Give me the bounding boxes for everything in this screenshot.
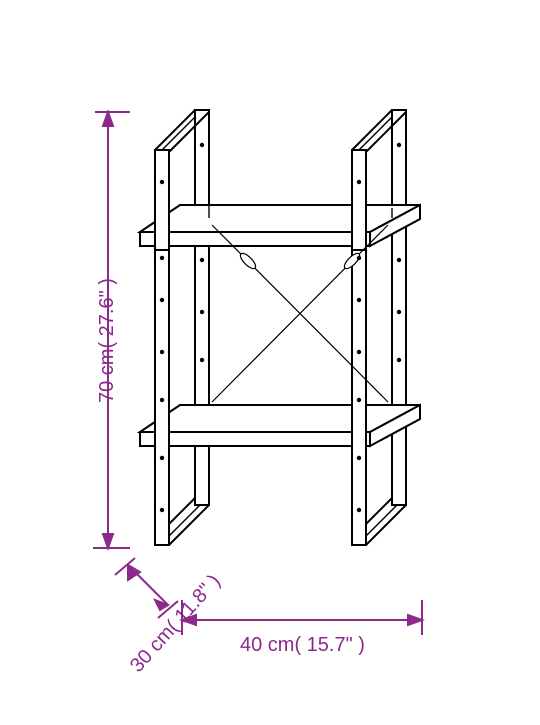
drawing-canvas [0,0,540,720]
dimension-lines [93,112,422,635]
width-label: 40 cm( 15.7" ) [240,634,365,657]
height-label: 70 cm( 27.6" ) [96,278,119,403]
shelf-structure [140,110,420,545]
